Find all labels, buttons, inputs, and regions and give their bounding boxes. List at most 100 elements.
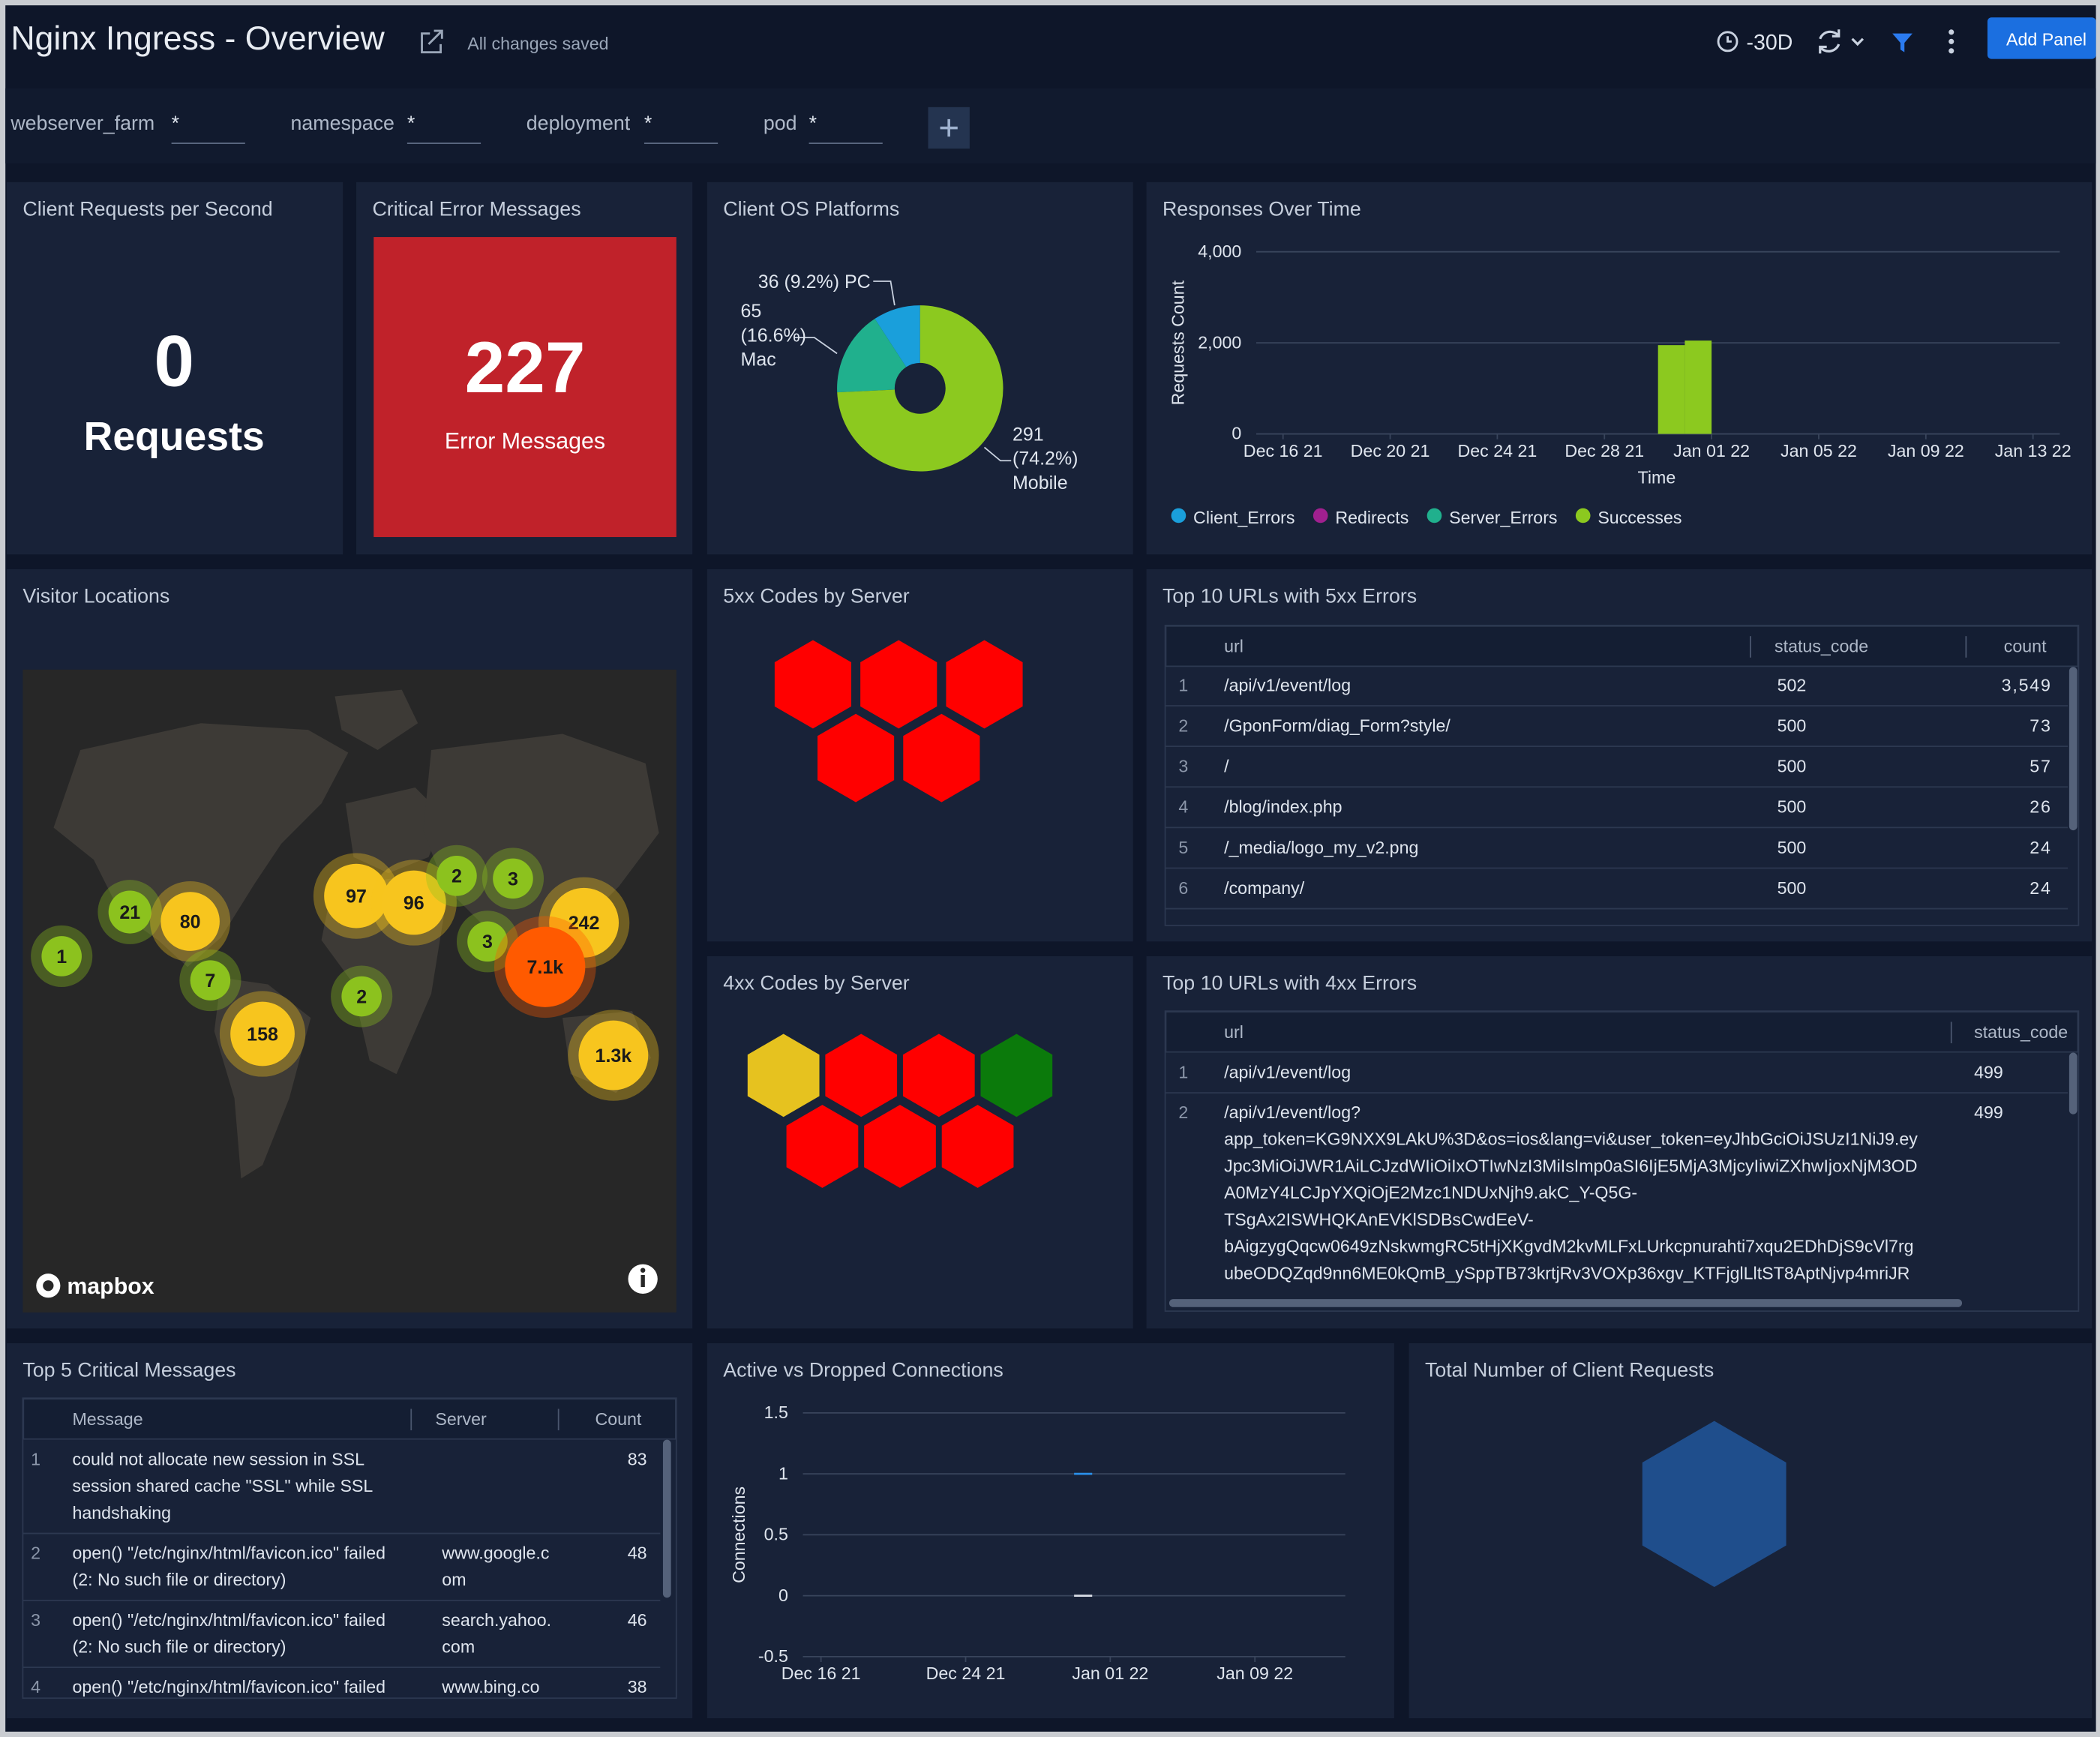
cluster-label: 97 [346, 886, 367, 908]
scrollbar[interactable] [1168, 1299, 1963, 1307]
land [334, 689, 418, 750]
table-header [1165, 1011, 2079, 1053]
row-index: 6 [1178, 878, 1188, 898]
panel-title: 4xx Codes by Server [723, 972, 910, 994]
row-index: 2 [31, 1544, 40, 1563]
cluster-label: 1.3k [596, 1046, 632, 1066]
cluster-label: 96 [404, 892, 424, 914]
cell: /company/ [1224, 878, 1305, 898]
refresh-button[interactable] [1819, 29, 1864, 54]
x-tick-label: Jan 13 22 [1995, 441, 2072, 460]
info-icon [640, 1274, 645, 1288]
panel-title: Active vs Dropped Connections [723, 1359, 1003, 1382]
donut-slice [874, 305, 920, 368]
y-tick-label: 2,000 [1198, 332, 1241, 352]
share-icon[interactable] [421, 29, 443, 54]
add-panel-label[interactable]: Add Panel [2006, 30, 2086, 50]
table-header [1165, 625, 2079, 668]
time-range[interactable]: -30D [1747, 31, 1793, 55]
filter-value: * [644, 112, 652, 134]
column-header: Count [595, 1409, 641, 1429]
cell: open() "/etc/nginx/html/favicon.ico" fai… [72, 1610, 386, 1630]
legend-swatch [1312, 508, 1328, 524]
row-index: 3 [1178, 757, 1188, 776]
cell: www.bing.co [441, 1677, 539, 1696]
mapbox-logo-dot [43, 1280, 54, 1292]
leader-line [794, 337, 838, 355]
add-panel-button[interactable] [1987, 17, 2096, 59]
cell: / [1224, 757, 1229, 776]
cell: /blog/index.php [1224, 797, 1342, 817]
cluster [381, 870, 446, 935]
slice-label: 291 (74.2%) Mobile [1012, 424, 1083, 493]
hexagon [864, 1105, 936, 1188]
hexagon [825, 1034, 898, 1118]
table-body: 1/api/v1/event/log 502 3,549 2/GponForm/dia… [1165, 675, 2068, 910]
cell: open() "/etc/nginx/html/favicon.ico" fai… [72, 1544, 386, 1563]
column-header: status_code [1974, 1022, 2068, 1042]
cell: com [442, 1637, 475, 1657]
panel [706, 1343, 1394, 1719]
cell: 500 [1778, 757, 1807, 776]
column-header: url [1224, 637, 1244, 656]
x-tick-label: Jan 05 22 [1780, 441, 1857, 460]
scrollbar[interactable] [2068, 1052, 2078, 1114]
panel-title: Client Requests per Second [22, 197, 272, 220]
hexagon [941, 1105, 1014, 1188]
info-icon [640, 1268, 646, 1273]
cluster-label: 242 [568, 913, 600, 934]
row-index: 2 [1178, 1102, 1188, 1122]
leader-line [983, 446, 1012, 462]
cell: www.google.c [441, 1544, 549, 1563]
legend-label: Client_Errors [1193, 508, 1294, 527]
y-tick-label: 1 [778, 1463, 788, 1483]
dashboard-title: Nginx Ingress - Overview [10, 20, 385, 57]
cluster [578, 1020, 649, 1090]
cluster [505, 926, 586, 1007]
cell: /_media/logo_my_v2.png [1224, 838, 1418, 857]
cell: 46 [628, 1610, 647, 1630]
filter-name: webserver_farm [10, 112, 154, 134]
cell: om [442, 1570, 466, 1589]
filter-icon[interactable] [1892, 33, 1912, 52]
x-axis-label: Time [1638, 468, 1676, 488]
cell: 83 [628, 1450, 647, 1469]
table-header [22, 1398, 676, 1440]
cluster [341, 976, 382, 1017]
time-picker[interactable]: -30D [1717, 31, 1793, 55]
cluster [493, 858, 533, 899]
cell: 38 [628, 1677, 647, 1696]
panel-title: Top 5 Critical Messages [22, 1359, 236, 1382]
filter-bar [5, 88, 2096, 164]
cluster [324, 863, 388, 928]
filter-value: * [172, 112, 179, 134]
filter-name: pod [764, 112, 797, 134]
panel-title: Responses Over Time [1162, 197, 1361, 220]
scrollbar[interactable] [662, 1439, 671, 1598]
legend-swatch [1426, 508, 1442, 524]
land [423, 734, 659, 968]
cell: 500 [1778, 716, 1807, 736]
x-tick-label: Dec 16 21 [1244, 441, 1323, 460]
hexagon [902, 1034, 975, 1118]
hexagon [903, 713, 980, 802]
cell: app_token=KG9NXX9LAkU%3D&os=ios&lang=vi&… [1224, 1130, 1918, 1149]
y-tick-label: 0.5 [764, 1525, 788, 1544]
menu-button[interactable] [1948, 29, 1954, 54]
hexagon [980, 1034, 1053, 1118]
cell: 24 [2030, 878, 2051, 898]
x-tick-label: Dec 24 21 [926, 1664, 1006, 1683]
y-tick-label: 1.5 [764, 1402, 788, 1422]
y-tick-label: 0 [778, 1586, 788, 1605]
cluster [41, 936, 82, 976]
panel-title: Top 10 URLs with 5xx Errors [1162, 585, 1417, 608]
cell: Jpc3MiOiJWR1AiLCJzdWIiOiIxOTIwNzI3MiIsIm… [1224, 1156, 1917, 1175]
cluster [190, 960, 231, 1000]
add-filter-icon[interactable] [940, 118, 958, 137]
scrollbar[interactable] [2068, 667, 2078, 831]
panel [6, 182, 344, 555]
bar [1684, 340, 1712, 434]
cluster-label: 7 [205, 970, 215, 992]
